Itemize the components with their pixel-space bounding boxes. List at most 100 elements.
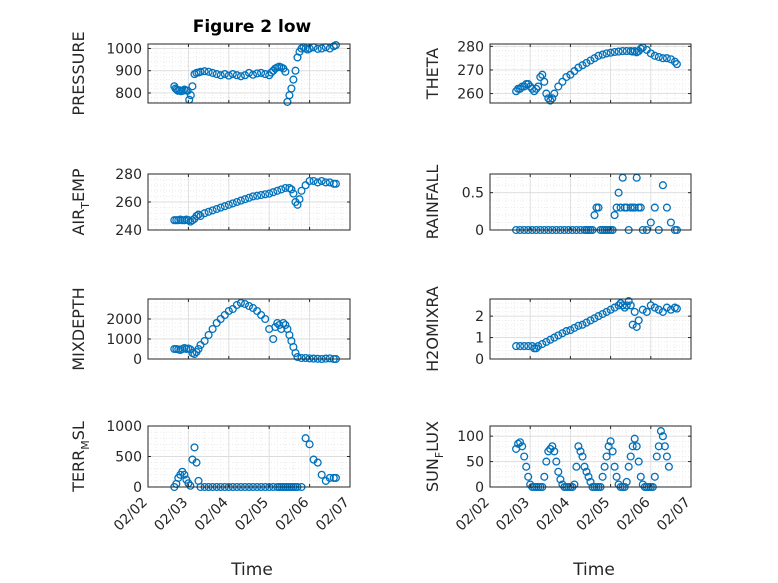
data-point [534,82,543,91]
data-point [582,467,591,476]
data-point [578,452,587,461]
data-point [524,80,533,89]
data-point [295,195,304,204]
data-point [236,72,245,81]
data-point [224,200,233,209]
data-point [518,442,527,451]
data-point [331,179,340,188]
data-point [652,452,661,461]
data-point [562,72,571,82]
data-point [244,68,254,77]
data-point [208,324,217,334]
data-point [600,462,609,471]
data-point [594,51,603,60]
y-tick-label: 260 [115,195,142,211]
data-point [672,304,681,313]
data-point [590,211,599,220]
data-point [180,470,189,479]
data-point [240,195,250,204]
y-tick-label: 270 [457,63,484,79]
data-point [188,82,197,91]
y-tick-label: 2 [475,309,484,325]
data-point [293,352,302,362]
data-point [544,447,553,456]
data-point [662,54,671,63]
data-point [228,199,237,208]
data-point [285,183,294,193]
y-tick-label: 50 [466,455,484,471]
data-point [602,49,611,58]
data-point [261,314,270,324]
data-point [542,89,551,98]
data-point [261,190,270,199]
data-point [257,310,266,320]
data-point [576,447,585,456]
data-point [532,84,541,93]
x-tick-label: 02/06 [273,494,313,534]
y-axis-label: H2OMIXRA [423,286,442,372]
y-axis-label: MIXDEPTH [69,287,88,370]
y-tick-label: 1000 [106,419,142,435]
x-tick-label: 02/07 [654,495,694,535]
data-point [200,336,209,346]
data-point [528,342,537,351]
data-point [204,330,213,340]
data-point [614,47,623,56]
y-tick-label: 100 [457,429,484,445]
data-point [634,457,643,466]
data-point [572,462,581,471]
data-point [301,434,310,443]
x-tick-label: 02/06 [614,494,654,534]
data-point [313,44,322,53]
data-point [626,301,635,310]
data-point [305,440,314,449]
data-point [606,305,615,314]
data-point [616,203,625,212]
y-tick-label: 0 [475,223,484,239]
data-point [548,442,557,451]
data-point [192,211,201,221]
data-point [317,44,326,53]
data-point [269,188,278,197]
data-point [200,209,209,218]
data-point [610,303,619,312]
data-point [317,470,326,479]
data-point [512,87,521,96]
data-point [188,216,197,225]
axes-box [489,298,692,360]
data-point [636,472,645,481]
data-point [520,82,529,91]
data-point [309,176,318,186]
data-point [194,344,203,354]
data-point [570,480,579,489]
data-point [542,457,551,466]
y-tick-label: 0 [133,480,142,496]
data-point [582,318,591,327]
y-tick-label: 0 [475,352,484,368]
y-tick-label: 280 [457,39,484,55]
data-point [666,218,675,227]
data-point [602,452,611,461]
subplot-6: 0 1 2 H2OMIXRA [423,286,692,372]
data-point [516,84,525,93]
data-point [212,204,221,214]
figure-title: Figure 2 low [193,17,312,37]
axes-box [147,43,351,104]
data-point [646,218,655,227]
subplot-1: 800 900 1000 PRESSURE [69,31,351,116]
x-tick-label: 02/05 [232,495,272,535]
data-point [608,447,617,456]
data-point [636,203,645,212]
data-point [178,86,187,95]
data-point [658,54,667,63]
data-point [618,47,627,56]
data-point [656,427,665,436]
data-point [236,196,245,205]
data-point [622,477,631,486]
data-point [512,342,521,351]
data-point [634,316,643,325]
data-point [289,75,298,84]
y-axis-label: PRESSURE [69,31,88,115]
y-axis-label: AIRTEMP [69,168,92,235]
data-point [554,467,563,476]
